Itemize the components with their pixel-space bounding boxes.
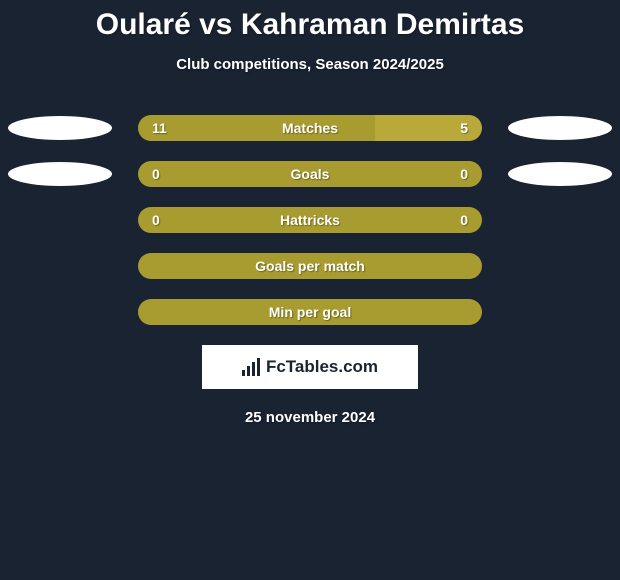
stat-row: 00Goals <box>0 161 620 187</box>
stat-bar: 00Hattricks <box>138 207 482 233</box>
stat-row: Goals per match <box>0 253 620 279</box>
comparison-rows: 115Matches 00Goals 00Hattricks Goals per ma… <box>0 115 620 325</box>
stat-row: 00Hattricks <box>0 207 620 233</box>
stat-label: Min per goal <box>138 299 482 325</box>
player-right-marker <box>508 116 612 140</box>
stat-row: 115Matches <box>0 115 620 141</box>
stat-bar: Min per goal <box>138 299 482 325</box>
subtitle: Club competitions, Season 2024/2025 <box>0 56 620 73</box>
player-left-marker <box>8 116 112 140</box>
stat-right-value: 0 <box>310 207 482 233</box>
player-right-marker <box>508 162 612 186</box>
stat-bar: 00Goals <box>138 161 482 187</box>
player-left-marker <box>8 162 112 186</box>
stat-row: Min per goal <box>0 299 620 325</box>
stat-label: Goals per match <box>138 253 482 279</box>
brand-text: FcTables.com <box>266 357 378 377</box>
stat-bar: Goals per match <box>138 253 482 279</box>
stat-right-value: 5 <box>375 115 483 141</box>
stat-bar: 115Matches <box>138 115 482 141</box>
chart-icon <box>242 358 260 376</box>
stat-left-value: 11 <box>138 115 375 141</box>
page-title: Oularé vs Kahraman Demirtas <box>0 0 620 42</box>
stat-right-value: 0 <box>310 161 482 187</box>
stat-left-value: 0 <box>138 207 310 233</box>
brand-box: FcTables.com <box>202 345 418 389</box>
date-label: 25 november 2024 <box>0 409 620 426</box>
stat-left-value: 0 <box>138 161 310 187</box>
